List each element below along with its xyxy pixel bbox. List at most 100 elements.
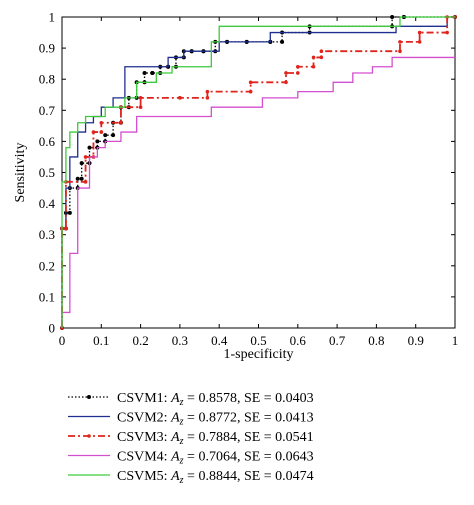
series-point — [119, 120, 123, 125]
x-tick-label: 0.1 — [93, 333, 109, 348]
series-point — [67, 210, 72, 215]
series-point — [398, 40, 402, 44]
legend-stats: = 0.8578, SE = 0.0403 — [184, 391, 314, 406]
y-tick-label: 0.2 — [39, 258, 55, 273]
legend-stats: = 0.7064, SE = 0.0643 — [184, 450, 314, 465]
legend-name: CSVM2: — [117, 411, 171, 426]
y-tick-label: 0.9 — [39, 41, 55, 56]
series-point — [319, 49, 324, 54]
legend-label: CSVM4: Az = 0.7064, SE = 0.0643 — [117, 450, 314, 467]
legend-sub: z — [179, 397, 184, 408]
legend-var: A — [170, 450, 180, 465]
legend-label: CSVM5: Az = 0.8844, SE = 0.0474 — [117, 469, 314, 486]
x-tick-label: 0 — [59, 333, 66, 348]
series-point — [284, 71, 288, 75]
series-point — [138, 105, 143, 109]
series-point — [142, 70, 147, 75]
legend-entry: CSVM5: Az = 0.8844, SE = 0.0474 — [68, 469, 314, 486]
x-tick-label: 0.6 — [290, 333, 307, 348]
series-point — [311, 64, 316, 69]
series-point — [417, 40, 422, 44]
series-point — [79, 176, 84, 181]
y-axis-label: Sensitivity — [13, 143, 28, 203]
x-tick-label: 0.7 — [329, 333, 346, 348]
legend-stats: = 0.8772, SE = 0.0413 — [184, 411, 314, 426]
legend-var: A — [170, 391, 180, 406]
series-point — [280, 39, 285, 44]
legend-var: A — [170, 430, 180, 445]
series-csvm3 — [60, 15, 457, 330]
series-point — [99, 120, 104, 125]
legend: CSVM1: Az = 0.8578, SE = 0.0403 CSVM2: Az… — [68, 391, 314, 486]
series-point — [91, 130, 96, 134]
series-point — [111, 133, 116, 138]
legend-var: A — [170, 411, 180, 426]
y-tick-label: 0.3 — [39, 227, 55, 242]
series-point — [445, 30, 449, 35]
series-point — [95, 139, 100, 144]
y-tick-label: 0.7 — [39, 103, 56, 118]
legend-stats: = 0.7884, SE = 0.0541 — [184, 430, 314, 445]
series-point — [248, 89, 253, 94]
y-tick-label: 0.4 — [39, 196, 56, 211]
series-csvm4 — [61, 56, 455, 328]
series-line — [61, 16, 455, 328]
legend-sub: z — [179, 456, 184, 467]
legend-sub: z — [179, 475, 184, 486]
series-point — [311, 55, 316, 60]
series-point — [319, 55, 324, 60]
y-tick-label: 0.6 — [39, 134, 56, 149]
series-point — [417, 30, 422, 35]
series-point — [79, 161, 84, 166]
x-tick-label: 0.9 — [408, 333, 424, 348]
legend-entry: CSVM2: Az = 0.8772, SE = 0.0413 — [68, 411, 314, 428]
series-point — [178, 96, 182, 100]
series-csvm1 — [60, 15, 457, 330]
series-point — [75, 176, 80, 181]
y-tick-label: 0.1 — [39, 289, 55, 304]
series-point — [83, 180, 88, 184]
legend-name: CSVM3: — [117, 430, 171, 445]
legend-label: CSVM2: Az = 0.8772, SE = 0.0413 — [117, 411, 314, 428]
legend-label: CSVM3: Az = 0.7884, SE = 0.0541 — [117, 430, 314, 447]
series-point — [205, 89, 210, 94]
series-line — [61, 16, 455, 328]
plot-frame — [61, 16, 456, 329]
x-tick-label: 0.3 — [172, 333, 188, 348]
x-tick-label: 1 — [452, 333, 459, 348]
series-layer — [60, 15, 457, 330]
legend-entry: CSVM4: Az = 0.7064, SE = 0.0643 — [68, 450, 314, 467]
series-point — [248, 80, 253, 85]
series-point — [87, 434, 91, 438]
y-tick-label: 0.5 — [39, 165, 55, 180]
series-line — [61, 16, 455, 328]
series-point — [284, 80, 288, 85]
legend-var: A — [170, 469, 180, 484]
legend-name: CSVM1: — [117, 391, 171, 406]
series-line — [61, 16, 455, 328]
series-line — [61, 56, 455, 328]
series-point — [103, 133, 108, 138]
series-csvm5 — [61, 16, 455, 328]
series-point — [205, 96, 210, 100]
series-point — [398, 49, 402, 54]
series-point — [390, 15, 395, 19]
legend-sub: z — [179, 417, 184, 428]
series-point — [150, 70, 155, 75]
legend-entry: CSVM3: Az = 0.7884, SE = 0.0541 — [68, 430, 314, 447]
x-axis-label: 1-specificity — [224, 347, 294, 362]
legend-name: CSVM4: — [117, 450, 171, 465]
series-point — [87, 145, 92, 150]
legend-name: CSVM5: — [117, 469, 171, 484]
legend-sub: z — [179, 436, 184, 447]
legend-entry: CSVM1: Az = 0.8578, SE = 0.0403 — [68, 391, 314, 408]
series-point — [296, 64, 300, 69]
series-point — [64, 226, 68, 231]
series-point — [138, 96, 143, 100]
legend-stats: = 0.8844, SE = 0.0474 — [184, 469, 314, 484]
axis-ticks: 0 0.1 0.2 0.3 0.4 0.5 0.6 0.7 0.8 0.9 1 0 0.1 0.2 0.3 0… — [39, 10, 459, 349]
series-csvm2 — [61, 16, 455, 328]
y-tick-label: 0 — [49, 321, 56, 336]
series-point — [99, 130, 104, 134]
